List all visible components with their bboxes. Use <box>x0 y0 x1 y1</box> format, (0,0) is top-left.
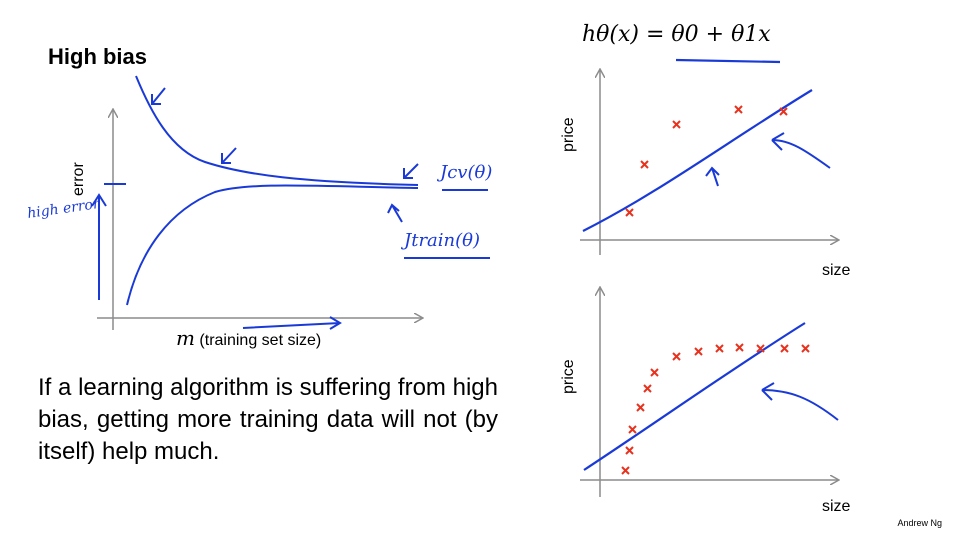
top-fit-line <box>582 89 813 232</box>
data-point <box>636 403 645 412</box>
jtrain-label: Jtrain(θ) <box>400 230 480 251</box>
data-point <box>801 344 810 353</box>
training-size-axis-label: m (training set size) <box>176 326 321 350</box>
data-point <box>780 344 789 353</box>
data-point <box>672 120 681 129</box>
bottom-fit-line <box>583 322 806 471</box>
linear-fit-plot-bottom <box>580 288 838 497</box>
top-price-axis-label: price <box>560 117 577 152</box>
bottom-size-axis-label: size <box>822 498 851 515</box>
data-point <box>734 105 743 114</box>
bottom-price-axis-label: price <box>560 359 577 394</box>
data-point <box>643 384 652 393</box>
hypothesis-underline <box>675 58 781 64</box>
jcv-curve <box>135 75 419 186</box>
training-size-arrow <box>242 316 342 330</box>
data-point <box>621 466 630 475</box>
bottom-pointer-arrow <box>761 382 839 421</box>
learning-curve: Jcv(θ) Jtrain(θ) high error <box>26 75 492 330</box>
curve-start-arrow <box>151 87 166 105</box>
body-paragraph: If a learning algorithm is suffering fro… <box>38 374 498 465</box>
high-error-arrow <box>91 193 107 300</box>
slide-title: High bias <box>48 44 148 69</box>
data-point <box>694 347 703 356</box>
top-data-points <box>625 105 788 217</box>
data-point <box>779 107 788 116</box>
data-point <box>672 352 681 361</box>
hypothesis-formula: hθ(x) = θ0 + θ1x <box>582 22 771 47</box>
m-symbol: m <box>176 326 195 350</box>
data-point <box>650 368 659 377</box>
data-point <box>628 425 637 434</box>
data-point <box>735 343 744 352</box>
data-point <box>625 446 634 455</box>
curve-mid-arrow <box>221 147 237 164</box>
jcv-label: Jcv(θ) <box>436 162 492 183</box>
jcv-arrow <box>403 163 419 179</box>
linear-fit-plot-top <box>580 58 838 255</box>
high-error-label: high error <box>26 196 102 222</box>
top-size-axis-label: size <box>822 262 851 279</box>
jtrain-curve <box>126 184 419 306</box>
jtrain-arrow <box>387 203 403 223</box>
data-point <box>715 344 724 353</box>
data-point <box>625 208 634 217</box>
bottom-data-points <box>621 343 810 475</box>
training-size-text: (training set size) <box>199 332 322 349</box>
top-line-arrow <box>705 166 720 187</box>
author-credit: Andrew Ng <box>897 518 942 528</box>
data-point <box>640 160 649 169</box>
data-point <box>756 344 765 353</box>
top-pointer-arrow <box>771 132 831 169</box>
error-axis-label: error <box>70 162 87 196</box>
